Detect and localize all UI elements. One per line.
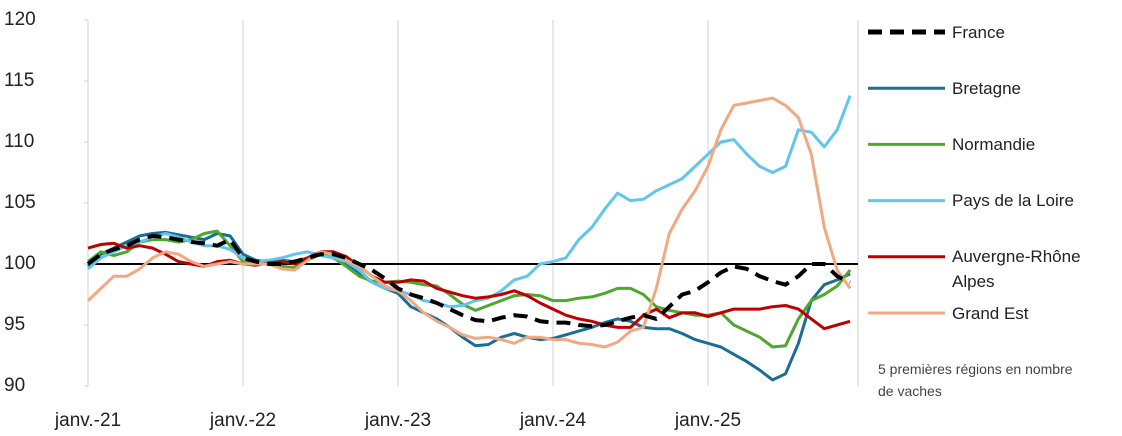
x-tick-label: janv.-22: [209, 410, 276, 431]
series-line: [87, 229, 852, 349]
y-tick-label: 100: [4, 253, 36, 274]
y-tick-label: 105: [4, 192, 36, 213]
y-tick-label: 110: [4, 131, 34, 152]
legend-label: Bretagne: [952, 78, 1021, 98]
series-line: [87, 241, 851, 331]
y-tick-label: 90: [4, 375, 25, 396]
series-line: [87, 95, 852, 309]
annotation: 5 premières régions en nombre de vaches: [878, 361, 1073, 399]
series-line: [86, 96, 852, 349]
legend-label: Auvergne-Rhône Alpes: [952, 247, 1081, 292]
x-tick-label: janv.-21: [54, 410, 121, 431]
legend-label: Pays de la Loire: [952, 191, 1074, 211]
series-line: [86, 233, 851, 329]
legend-label: France: [952, 22, 1005, 42]
series-line: [86, 230, 851, 382]
legend-label: Normandie: [952, 134, 1036, 154]
y-tick-label: 120: [4, 9, 36, 30]
y-tick-label: 115: [4, 70, 34, 91]
x-tick-label: janv.-23: [364, 410, 431, 431]
y-tick-label: 95: [4, 314, 25, 335]
x-tick-label: janv.-24: [519, 410, 587, 431]
x-tick-label: janv.-25: [674, 410, 741, 431]
legend-label: Grand Est: [952, 303, 1029, 323]
